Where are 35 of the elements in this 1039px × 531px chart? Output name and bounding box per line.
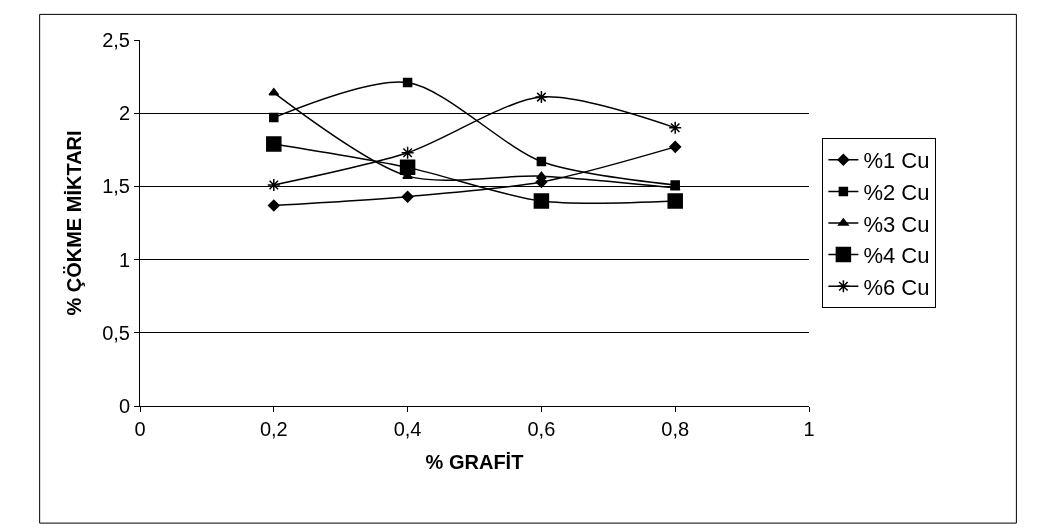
y-tick-label: 1 (118, 248, 130, 271)
point (266, 136, 282, 152)
y-tick-label: 2,5 (102, 29, 130, 51)
point (402, 77, 413, 88)
point (269, 112, 279, 123)
point (536, 156, 547, 167)
x-tick-label: 0 (134, 418, 146, 440)
point (399, 159, 416, 176)
point (534, 90, 549, 104)
point (667, 193, 683, 209)
x-tick-label: 0,6 (527, 418, 556, 440)
y-tick-label: 1,5 (102, 175, 130, 198)
legend-label: %3 Cu (863, 211, 930, 237)
x-axis-title: % GRAFİT (425, 450, 524, 473)
point (400, 145, 415, 160)
y-tick-label: 0,5 (102, 321, 130, 344)
point (533, 193, 550, 209)
point (536, 171, 547, 179)
x-tick-label: 1 (803, 418, 815, 440)
y-tick-label: 0 (118, 395, 130, 417)
point (401, 190, 414, 203)
legend-label: %2 Cu (863, 179, 930, 205)
x-tick-label: 0,8 (661, 418, 690, 440)
legend-label: %4 Cu (863, 243, 930, 269)
y-tick-label: 2 (118, 102, 130, 125)
y-axis-title: % ÇÖKME MİKTARI (62, 130, 85, 316)
point (268, 87, 280, 96)
point (267, 178, 281, 192)
x-tick-label: 0,2 (259, 418, 288, 440)
point (669, 140, 682, 153)
point (668, 121, 682, 135)
legend-label: %6 Cu (863, 274, 930, 300)
x-tick-label: 0,4 (393, 418, 422, 440)
point (267, 199, 280, 212)
legend-label: %1 Cu (863, 148, 930, 174)
